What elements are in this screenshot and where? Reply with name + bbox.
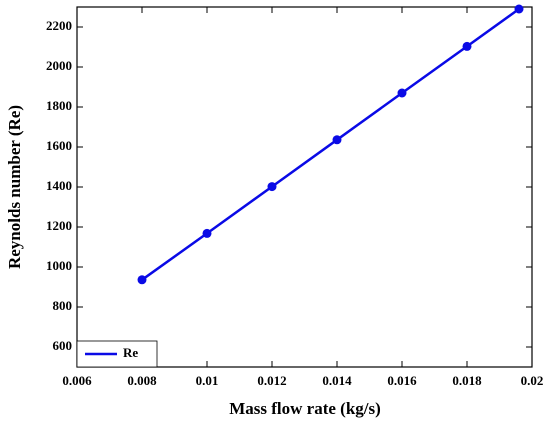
x-tick-label: 0.012 xyxy=(257,373,286,388)
x-tick-label: 0.018 xyxy=(452,373,482,388)
data-point xyxy=(397,88,407,98)
data-point xyxy=(514,4,524,14)
y-tick-label: 1400 xyxy=(46,178,72,193)
x-axis-title: Mass flow rate (kg/s) xyxy=(229,399,381,418)
x-tick-label: 0.016 xyxy=(387,373,417,388)
data-point xyxy=(332,135,342,145)
x-tick-label: 0.02 xyxy=(521,373,544,388)
data-point xyxy=(137,275,147,285)
y-tick-label: 1200 xyxy=(46,218,72,233)
x-tick-label: 0.01 xyxy=(196,373,219,388)
x-tick-label: 0.008 xyxy=(127,373,157,388)
data-line xyxy=(141,7,520,281)
y-tick-label: 1000 xyxy=(46,258,72,273)
y-axis-title: Reynolds number (Re) xyxy=(5,105,24,269)
data-point xyxy=(462,41,472,51)
y-tick-label: 1800 xyxy=(46,98,72,113)
data-point xyxy=(202,228,212,238)
y-tick-label: 800 xyxy=(53,298,73,313)
y-tick-label: 2000 xyxy=(46,58,72,73)
y-tick-label: 600 xyxy=(53,338,73,353)
y-tick-label: 2200 xyxy=(46,18,72,33)
y-tick-label: 1600 xyxy=(46,138,72,153)
data-point xyxy=(267,182,277,192)
x-tick-label: 0.014 xyxy=(322,373,352,388)
x-tick-label: 0.006 xyxy=(62,373,92,388)
plot-frame xyxy=(76,6,533,368)
legend-label: Re xyxy=(123,345,138,360)
